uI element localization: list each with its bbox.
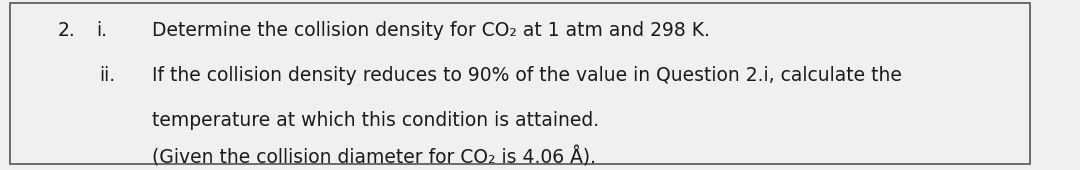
Text: Determine the collision density for CO₂ at 1 atm and 298 K.: Determine the collision density for CO₂ …: [151, 21, 710, 40]
Text: i.: i.: [96, 21, 107, 40]
Text: temperature at which this condition is attained.: temperature at which this condition is a…: [151, 111, 598, 130]
Text: ii.: ii.: [99, 66, 116, 85]
FancyBboxPatch shape: [11, 3, 1030, 164]
Text: 2.: 2.: [57, 21, 76, 40]
Text: (Given the collision diameter for CO₂ is 4.06 Å).: (Given the collision diameter for CO₂ is…: [151, 147, 596, 168]
Text: If the collision density reduces to 90% of the value in Question 2.i, calculate : If the collision density reduces to 90% …: [151, 66, 902, 85]
